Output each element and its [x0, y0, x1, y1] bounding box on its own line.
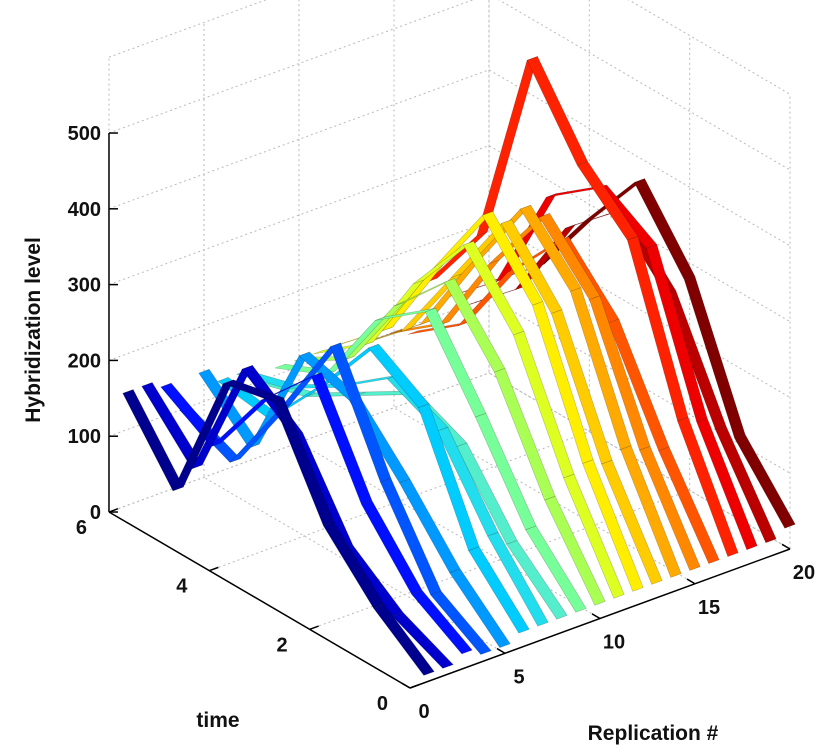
ribbon-series-17: [426, 56, 739, 557]
z-tick-label: 200: [68, 350, 101, 372]
replication-tick: [401, 682, 411, 689]
ribbon-segment: [487, 531, 549, 627]
ribbon-segment: [684, 275, 746, 439]
ribbon-segment: [443, 278, 506, 373]
time-tick-label: 0: [377, 693, 388, 715]
ribbon-segment: [455, 442, 518, 545]
time-tick: [409, 683, 420, 689]
ribbon-segment: [658, 446, 720, 564]
y-axis-label: time: [196, 709, 239, 732]
ribbon-segment: [373, 603, 435, 676]
grid-line-z: [108, 372, 791, 550]
ribbon-segment: [367, 343, 430, 408]
ribbon-segment: [379, 477, 442, 596]
replication-tick-label: 20: [793, 562, 815, 584]
ribbon-segment: [191, 364, 254, 470]
ribbon-series-4: [179, 342, 492, 655]
time-tick-label: 4: [176, 576, 188, 598]
grid-line-z: [108, 0, 791, 95]
z-tick-label: 100: [68, 426, 101, 448]
time-tick: [309, 625, 319, 631]
ribbon-layer: [122, 56, 796, 676]
ribbon-series-1: [122, 379, 435, 676]
ribbon-segment: [412, 240, 474, 285]
x-axis-label: Replication #: [588, 722, 719, 745]
ribbon-segment: [601, 459, 663, 585]
ribbon-segment: [322, 521, 385, 609]
replication-tick: [591, 613, 601, 620]
ribbon-segment: [570, 287, 632, 450]
ribbon-segment: [538, 213, 601, 300]
ribbon-segment: [431, 211, 493, 270]
ribbon-series-3: [160, 372, 473, 655]
ribbon-segment: [639, 446, 701, 571]
z-tick-label: 500: [68, 123, 101, 145]
ribbon-segment: [715, 425, 777, 544]
ribbon-segment: [677, 416, 739, 557]
z-tick-label: 400: [68, 199, 101, 221]
ribbon-segment: [279, 342, 342, 410]
time-tick-label: 2: [277, 634, 288, 656]
ribbon-segment: [374, 307, 436, 321]
ribbon-segment: [526, 56, 589, 166]
z-axis-label: Hybridization level: [22, 237, 45, 423]
replication-tick-label: 5: [513, 666, 524, 688]
ribbon-segment: [411, 590, 473, 655]
ribbon-segment: [544, 495, 606, 606]
time-tick: [108, 508, 119, 513]
z-tick-label: 0: [90, 502, 101, 524]
label-layer: Hybridization level time Replication #: [22, 237, 719, 745]
ribbon-segment: [576, 161, 639, 241]
time-tick: [209, 566, 219, 572]
ribbon-segment: [468, 546, 530, 634]
ribbon-segment: [506, 540, 568, 620]
ribbon-segment: [424, 307, 487, 418]
time-tick-label: 6: [76, 517, 87, 539]
ribbon-segment: [222, 379, 285, 403]
ribbon-segment: [494, 368, 556, 501]
replication-tick: [686, 578, 696, 585]
ribbon-segment: [551, 309, 613, 465]
ribbon-segment: [734, 434, 796, 529]
grid-line-x: [488, 0, 791, 550]
ribbon-segment: [418, 403, 480, 552]
y-axis-line: [108, 511, 411, 689]
ribbon-segment: [582, 459, 644, 592]
ribbon-segment: [525, 525, 587, 613]
z-tick-label: 300: [68, 275, 101, 297]
grid-line-x: [298, 0, 601, 619]
ribbon-segment: [620, 445, 682, 578]
replication-tick-label: 10: [603, 632, 625, 654]
grid-line-z: [108, 69, 791, 247]
replication-tick-label: 0: [418, 701, 429, 723]
ribbon-segment: [172, 379, 235, 492]
ribbon-segment: [696, 417, 758, 551]
ribbon-segment: [272, 397, 335, 527]
replication-tick-label: 15: [698, 597, 720, 619]
ribbon-segment: [563, 473, 625, 599]
ribbon-segment: [392, 612, 454, 669]
ribbon-segment: [589, 295, 651, 451]
ribbon-segment: [430, 590, 492, 655]
replication-tick: [496, 647, 506, 654]
ribbon-segment: [449, 568, 511, 648]
grid-line-z: [108, 0, 791, 171]
replication-tick: [781, 543, 791, 550]
